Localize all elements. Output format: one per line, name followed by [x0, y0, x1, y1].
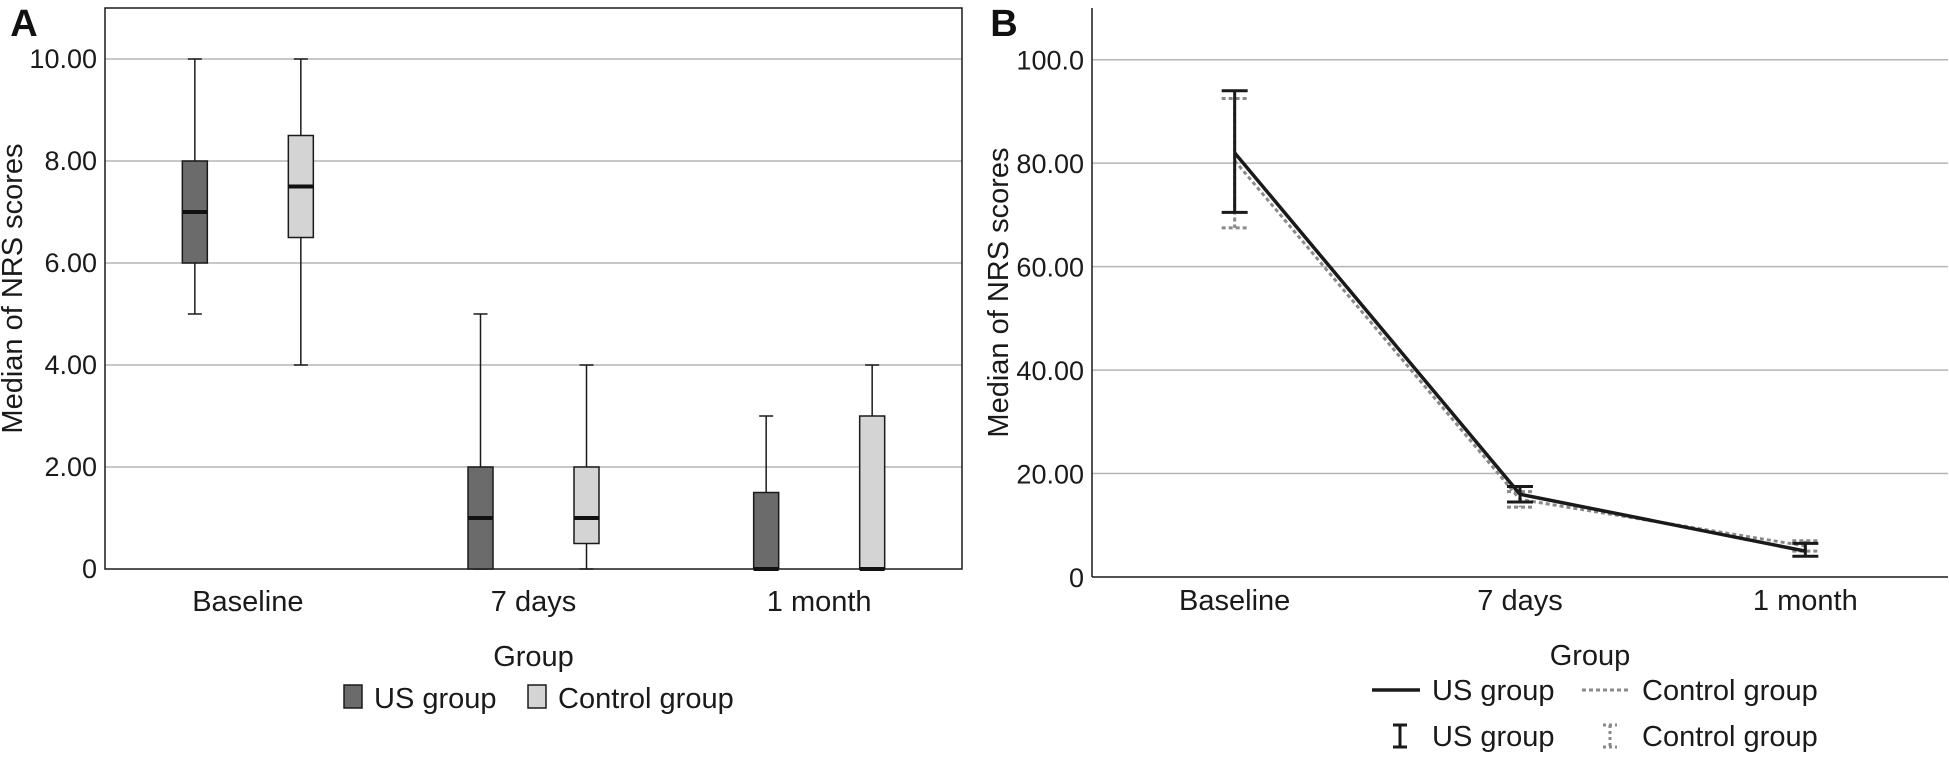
y-axis-title-a: Median of NRS scores: [0, 143, 29, 433]
x-tick-label-b: 7 days: [1477, 585, 1562, 617]
x-tick-label-a: 1 month: [767, 586, 872, 618]
y-tick-label-b: 20.00: [1016, 460, 1084, 490]
box-iqr: [573, 466, 600, 545]
series-line-0: [1221, 89, 1819, 558]
y-tick-label-a: 0: [82, 554, 97, 584]
y-tick-label-a: 6.00: [44, 248, 97, 278]
panel-label-a: A: [10, 3, 37, 45]
legend-label-b: US group: [1432, 675, 1555, 707]
x-axis-title-a: Group: [493, 641, 574, 673]
x-tick-label-b: 1 month: [1753, 585, 1858, 617]
y-tick-label-b: 100.0: [1016, 46, 1084, 76]
box-iqr: [752, 491, 780, 570]
y-tick-label-b: 60.00: [1016, 253, 1084, 283]
legend-item-b: [1393, 723, 1407, 749]
y-tick-label-a: 4.00: [44, 350, 97, 380]
box-1-0: [467, 313, 494, 570]
x-tick-label-b: Baseline: [1179, 585, 1290, 617]
box-0-0: [181, 58, 209, 315]
box-iqr: [858, 415, 886, 570]
y-tick-label-b: 0: [1069, 563, 1084, 593]
y-tick-label-b: 40.00: [1016, 356, 1084, 386]
x-tick-label-a: Baseline: [192, 586, 303, 618]
y-tick-label-a: 2.00: [44, 452, 97, 482]
legend-label-a: US group: [374, 683, 497, 715]
box-0-1: [287, 58, 315, 366]
legend-label-b: Control group: [1642, 675, 1818, 707]
x-axis-title-b: Group: [1550, 640, 1631, 672]
legend-label-a: Control group: [558, 683, 734, 715]
y-axis-title-b: Median of NRS scores: [983, 147, 1015, 437]
box-1-1: [573, 364, 600, 570]
legend-label-b: Control group: [1642, 721, 1818, 753]
legend-item-b: [1603, 723, 1617, 749]
panel-label-b: B: [990, 3, 1017, 45]
box-2-0: [752, 415, 780, 571]
box-2-1: [858, 364, 886, 571]
legend-label-b: US group: [1432, 721, 1555, 753]
y-tick-label-b: 80.00: [1016, 149, 1084, 179]
legend-swatch-a: [343, 684, 363, 709]
x-tick-label-a: 7 days: [491, 586, 576, 618]
plot-frame-a: [104, 7, 963, 570]
y-tick-label-a: 10.00: [29, 44, 97, 74]
legend-swatch-a: [527, 684, 547, 709]
y-tick-label-a: 8.00: [44, 146, 97, 176]
series-line-1: [1221, 97, 1819, 553]
